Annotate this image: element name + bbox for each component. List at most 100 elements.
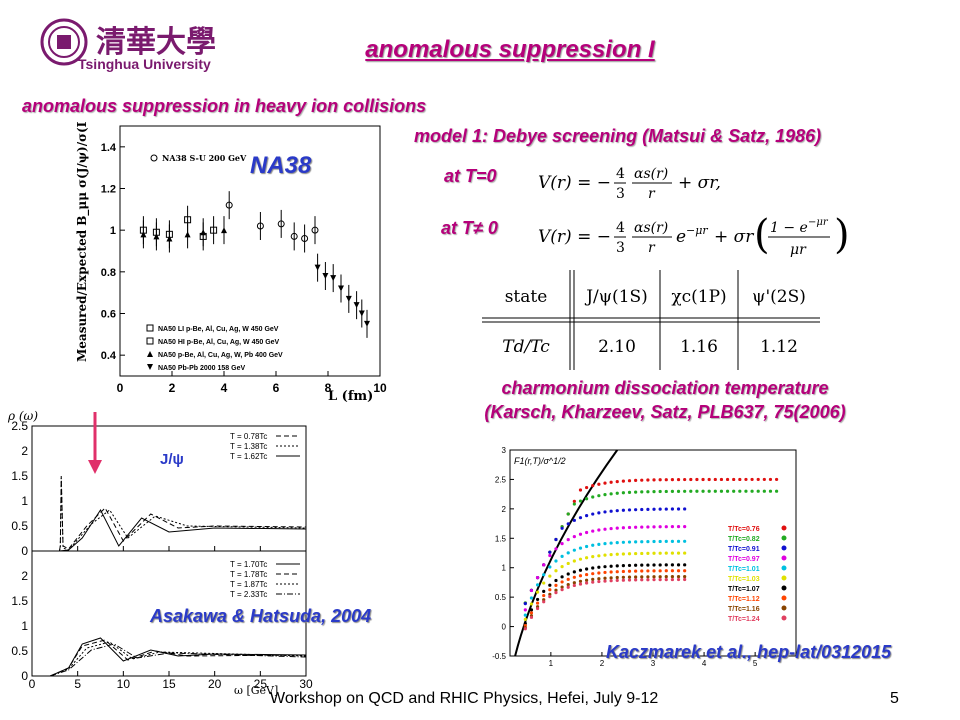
na38-ytick-label: 0.4 <box>101 350 117 362</box>
fe-xtick-label: 2 <box>600 659 605 668</box>
fe-point <box>523 608 527 612</box>
fe-point <box>627 563 632 568</box>
fe-point <box>609 564 613 568</box>
fe-point <box>529 611 534 615</box>
fe-point <box>572 570 576 574</box>
fe-point <box>535 583 540 587</box>
spectral-xtick-label: 20 <box>208 677 222 691</box>
fe-point <box>615 509 619 513</box>
fe-point <box>676 507 681 511</box>
fe-legend-entry: T/Tc=1.01 <box>728 566 760 573</box>
fe-point <box>591 543 595 547</box>
spectral-legend-entry: T = 2.33Tc <box>230 590 267 599</box>
fe-point <box>560 565 564 569</box>
fe-point <box>566 538 570 542</box>
spectral-xtick-label: 15 <box>162 677 176 691</box>
fe-point <box>634 525 638 529</box>
fe-ytick-label: -0.5 <box>492 652 506 661</box>
fe-point <box>640 575 644 579</box>
model-heading: model 1: Debye screening (Matsui & Satz,… <box>414 126 822 146</box>
svg-text:μr: μr <box>790 242 807 258</box>
fe-point <box>621 578 625 582</box>
fe-point <box>640 525 644 529</box>
spectral-xlabel: ω [GeV] <box>234 684 278 696</box>
fe-point <box>683 477 687 482</box>
na38-point <box>210 226 218 234</box>
table-cell-jpsi: J/ψ(1S) <box>584 287 648 307</box>
fe-legend-entry: T/Tc=0.82 <box>728 536 760 543</box>
na38-point <box>153 233 160 240</box>
fe-legend-marker <box>781 535 787 541</box>
fe-point <box>554 583 558 587</box>
fe-point <box>652 539 656 544</box>
fe-point <box>738 477 742 482</box>
fe-point <box>523 617 527 621</box>
fe-point <box>609 480 613 484</box>
fe-point <box>627 479 632 483</box>
fe-point <box>658 578 662 582</box>
fe-point <box>732 477 736 482</box>
fe-point <box>646 578 650 582</box>
fe-point <box>707 489 711 493</box>
fe-point <box>548 588 552 592</box>
fe-point <box>713 489 717 493</box>
spectral-legend-entry: T = 1.62Tc <box>230 452 267 461</box>
fe-point <box>768 477 773 482</box>
fe-point <box>683 577 687 582</box>
jpsi-peak-label: J/ψ <box>160 451 184 468</box>
fe-point <box>683 525 687 529</box>
label-t-nonzero: at T≠ 0 <box>441 218 498 238</box>
fe-point <box>578 568 583 572</box>
spectral-ylabel: ρ (ω) <box>7 409 38 423</box>
fe-point <box>640 578 644 582</box>
table-caption: charmonium dissociation temperature (Kar… <box>420 376 910 424</box>
equation-t-zero: V(r) = − 4 3 αs(r) r + σr, <box>538 166 721 202</box>
fe-point <box>542 593 546 598</box>
fe-point <box>627 540 632 544</box>
fe-point <box>756 489 760 493</box>
spectral-ytick-label: 0.5 <box>11 644 28 658</box>
fe-point <box>578 516 583 520</box>
fe-point <box>597 528 601 532</box>
fe-point <box>615 479 619 484</box>
fe-point <box>652 569 656 573</box>
fe-point <box>566 572 570 576</box>
svg-text:r: r <box>648 240 656 256</box>
fe-point <box>597 571 601 575</box>
spectral-xtick-label: 25 <box>254 677 268 691</box>
label-t-zero: at T=0 <box>444 166 497 186</box>
na38-legend: NA50 LI p-Be, Al, Cu, Ag, W 450 GeV NA50 … <box>146 324 283 372</box>
fe-point <box>597 554 601 558</box>
fe-point <box>603 542 607 546</box>
fe-point <box>627 569 632 573</box>
fe-point <box>603 576 607 580</box>
table-cell-psiprime-value: 1.12 <box>760 337 798 357</box>
fe-ytick-label: 2 <box>502 505 507 514</box>
fe-point <box>640 551 644 556</box>
na38-point <box>277 220 285 228</box>
fe-point <box>658 507 662 511</box>
fe-ytick-label: 3 <box>502 446 507 455</box>
fe-point <box>664 575 668 579</box>
fe-point <box>750 477 754 482</box>
fe-point <box>762 489 766 493</box>
fe-point <box>597 565 601 569</box>
fe-point <box>548 595 552 599</box>
na38-xtick-label: 8 <box>325 381 332 395</box>
fe-point <box>664 551 668 555</box>
fe-point <box>609 553 613 557</box>
fe-point <box>670 507 675 511</box>
spectral-curve-lower <box>50 637 307 677</box>
fe-point <box>554 588 558 592</box>
fe-point <box>560 575 564 579</box>
fe-point <box>560 585 564 589</box>
fe-point <box>627 525 632 530</box>
fe-point <box>548 583 552 587</box>
spectral-function-plot: ρ (ω) ω [GeV] 0 5 10 15 20 25 3000.511.522.500… <box>7 409 313 696</box>
university-name: Tsinghua University <box>78 56 211 72</box>
fe-xtick-label: 3 <box>651 659 656 668</box>
fe-point <box>627 578 632 582</box>
fe-point <box>578 546 583 550</box>
fe-point <box>658 569 662 573</box>
